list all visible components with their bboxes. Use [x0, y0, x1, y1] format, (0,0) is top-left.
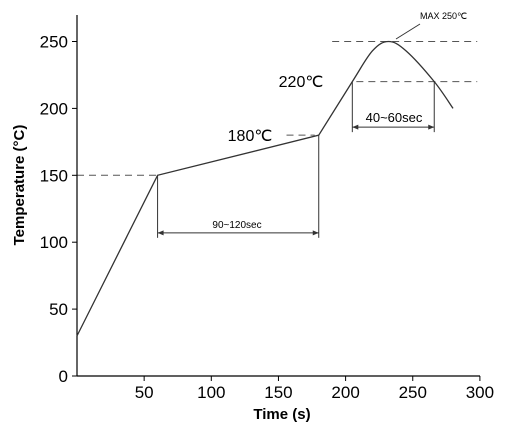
y-tick-label: 200: [40, 99, 68, 118]
series: [76, 40, 454, 337]
text-layer: Time (s) Temperature (°C) MAX 250℃ 220℃ …: [11, 11, 467, 423]
x-tick-label: 100: [197, 383, 225, 402]
max-temp-label: MAX 250℃: [420, 11, 467, 21]
ticks: 50 100 150 200 250 300 0 50 100 150 200 250: [40, 33, 494, 403]
interval-arrowhead: [428, 124, 435, 130]
y-tick-label: 50: [49, 300, 68, 319]
max-temp-leader: [395, 23, 421, 40]
reflow-duration-label: 40~60sec: [366, 110, 423, 125]
y-tick-label: 100: [40, 233, 68, 252]
y-axis-title: Temperature (°C): [11, 125, 28, 246]
temperature-profile-line: [76, 40, 454, 337]
x-tick-label: 50: [135, 383, 154, 402]
axes: [76, 15, 480, 377]
y-tick-label: 150: [40, 166, 68, 185]
interval-arrowhead: [352, 124, 359, 130]
preheat-end-label: 180℃: [228, 128, 273, 145]
reference-lines: [77, 41, 478, 176]
interval-arrowhead: [157, 230, 164, 236]
x-tick-label: 250: [399, 383, 427, 402]
y-tick-label: 250: [40, 33, 68, 52]
interval-arrowhead: [312, 230, 319, 236]
reflow-temp-label: 220℃: [279, 74, 324, 91]
preheat-duration-label: 90~120sec: [212, 220, 261, 231]
y-tick-label: 0: [59, 367, 68, 386]
x-axis-title: Time (s): [253, 406, 310, 423]
interval-markers: [157, 81, 435, 238]
x-tick-label: 300: [466, 383, 494, 402]
x-tick-label: 150: [264, 383, 292, 402]
x-tick-label: 200: [331, 383, 359, 402]
